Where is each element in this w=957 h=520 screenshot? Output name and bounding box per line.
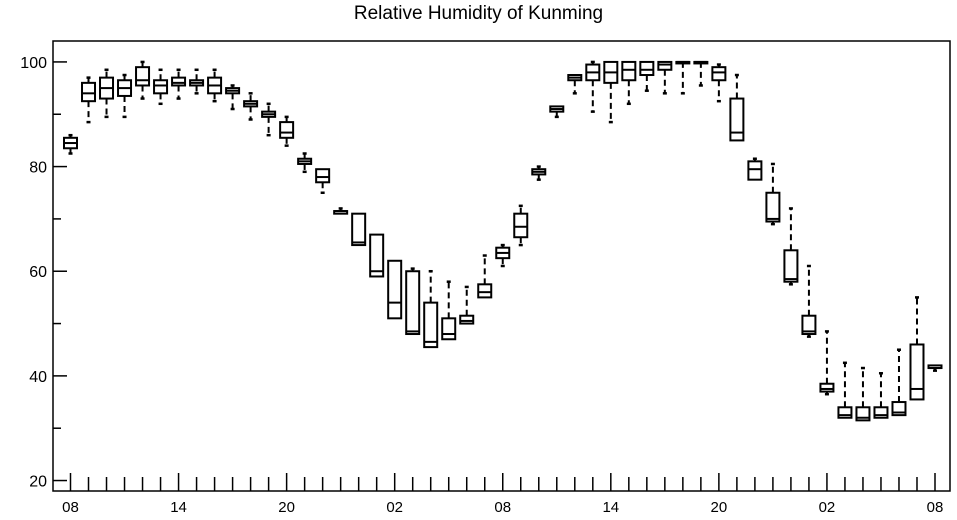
x-tick-label: 08 [494,499,511,516]
box-body [459,314,475,325]
plot-frame [52,40,951,492]
box-body [369,233,385,278]
box [891,348,907,417]
box [459,285,475,325]
box [855,366,871,422]
y-axis: 20 40 60 80 100 [20,55,67,491]
chart-title: Relative Humidity of Kunming [353,3,604,24]
x-tick-label: 14 [170,499,187,516]
x-tick-label: 14 [602,499,619,516]
box-body [783,249,799,283]
box [243,92,259,121]
box [567,74,583,95]
box [909,296,925,401]
box-body [639,60,655,77]
box-body [819,382,835,393]
box [189,68,205,95]
box [117,73,133,119]
box-body [81,81,97,103]
box [333,207,349,215]
box [585,60,601,113]
box [261,102,277,137]
box [441,280,457,341]
box [495,243,511,268]
box [207,68,223,103]
box [99,68,115,119]
box [675,60,691,95]
box-body [513,212,529,239]
box [657,60,673,95]
box-body [765,191,781,223]
box [423,269,439,349]
box [135,60,151,100]
box-body [153,79,169,95]
box-body [747,160,763,181]
box [873,372,889,419]
box-body [621,60,637,82]
box [63,133,78,155]
box [819,330,835,396]
y-tick-label: 40 [29,369,47,386]
box-body [477,283,493,299]
box-body [135,66,151,87]
box [387,259,403,320]
x-axis: 08 14 20 02 08 14 20 02 08 [62,473,943,516]
box [315,168,331,194]
box [225,84,241,111]
box [729,73,745,142]
box [171,68,187,100]
box [369,233,385,278]
box [783,207,799,286]
box [81,76,97,124]
y-tick-label: 100 [20,55,47,72]
box-body [387,259,403,320]
x-tick-label: 02 [819,499,836,516]
box [621,60,637,106]
box [513,204,529,247]
box [747,157,763,181]
x-tick-label: 20 [278,499,295,516]
box [927,364,943,372]
box-body [873,406,889,419]
y-tick-label: 60 [29,264,47,281]
box [279,115,295,147]
box-series [63,60,943,422]
box-body [315,168,331,184]
box [549,105,565,119]
box [405,267,421,336]
x-tick-label: 08 [927,499,944,516]
box-body [801,314,817,336]
box [837,361,853,419]
box-body [909,343,925,401]
y-tick-label: 20 [29,474,47,491]
box [693,60,709,87]
y-tick-label: 80 [29,160,47,177]
box [603,60,619,124]
box-body [711,66,727,82]
x-tick-label: 02 [386,499,403,516]
box [711,63,727,103]
box [531,165,547,181]
box-body [441,317,457,341]
box [639,60,655,92]
box [801,264,817,338]
box-body [837,406,853,419]
box-body [405,270,421,336]
x-tick-label: 20 [711,499,728,516]
box-body [423,301,439,349]
box-body [729,97,745,142]
x-tick-label: 08 [62,499,79,516]
box-body [351,212,367,247]
box-body [279,121,295,139]
box [297,152,313,174]
box [477,254,493,299]
box [765,162,781,226]
box [351,212,367,247]
box-body [171,76,187,87]
box-body [657,60,673,71]
box [153,68,169,106]
